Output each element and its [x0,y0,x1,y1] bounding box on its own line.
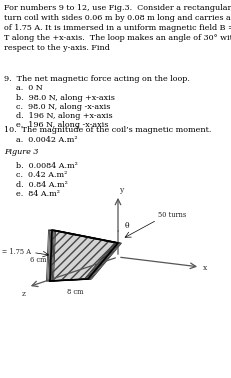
Text: d.  0.84 A.m²: d. 0.84 A.m² [16,181,68,189]
Text: b.  98.0 N, along +x-axis: b. 98.0 N, along +x-axis [16,94,114,102]
Text: I = 1.75 A: I = 1.75 A [0,248,31,256]
Text: Figure 3: Figure 3 [4,148,38,156]
Text: e.  196 N, along -x-axis: e. 196 N, along -x-axis [16,121,108,129]
Text: For numbers 9 to 12, use Fig.3.  Consider a rectangular, 50-
turn coil with side: For numbers 9 to 12, use Fig.3. Consider… [4,4,231,53]
Text: a.  0 N: a. 0 N [16,85,43,93]
Text: 50 turns: 50 turns [157,211,185,219]
Text: x: x [202,264,206,272]
Text: θ: θ [125,222,129,230]
Text: c.  0.42 A.m²: c. 0.42 A.m² [16,171,67,179]
Text: a.  0.0042 A.m²: a. 0.0042 A.m² [16,136,77,144]
Polygon shape [50,230,118,281]
Text: z: z [22,290,26,298]
Text: e.  84 A.m²: e. 84 A.m² [16,190,60,198]
Text: 10.  The magnitude of the coil’s magnetic moment.: 10. The magnitude of the coil’s magnetic… [4,126,210,134]
Text: y: y [119,186,123,194]
Text: 6 cm: 6 cm [30,257,47,265]
Text: c.  98.0 N, along -x-axis: c. 98.0 N, along -x-axis [16,103,110,111]
Text: d.  196 N, along +x-axis: d. 196 N, along +x-axis [16,112,112,120]
Text: b.  0.0084 A.m²: b. 0.0084 A.m² [16,162,78,170]
Text: 8 cm: 8 cm [67,288,83,296]
Text: 9.  The net magnetic force acting on the loop.: 9. The net magnetic force acting on the … [4,75,189,83]
